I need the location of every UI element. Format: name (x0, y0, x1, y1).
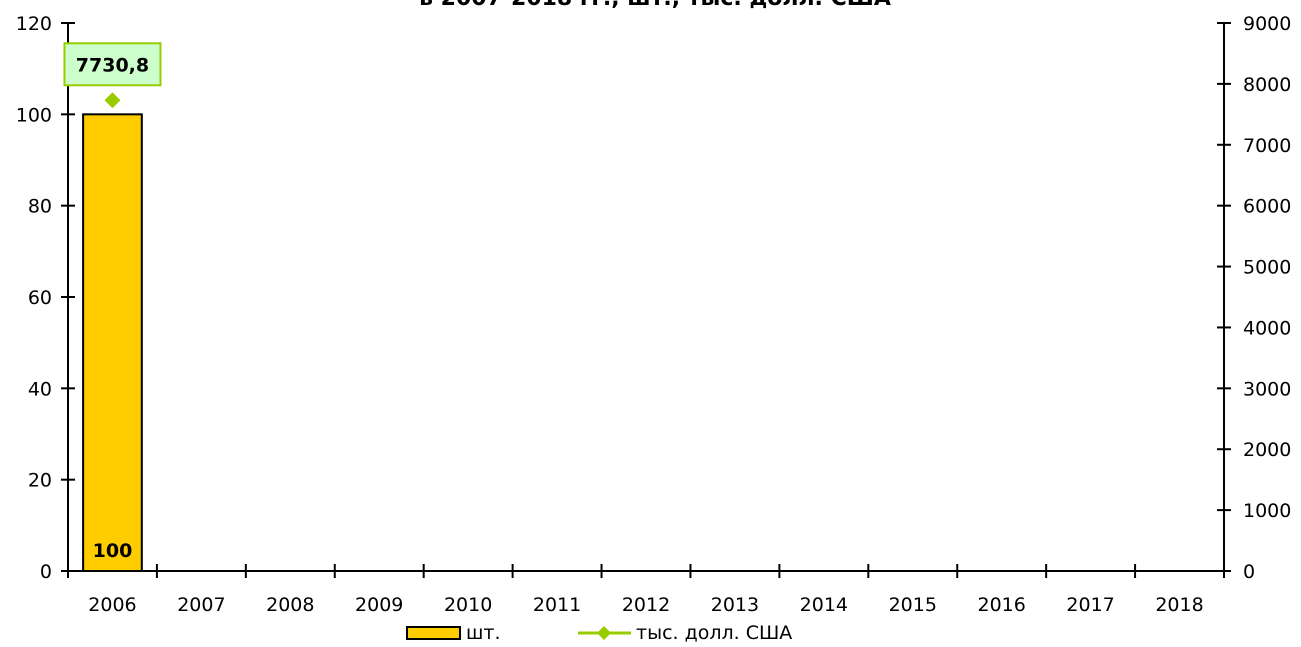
y-left-tick-label: 40 (28, 378, 52, 400)
y-left-tick-label: 20 (28, 470, 52, 492)
axes: 0 20 40 60 80 100 120 0 1000 2000 3000 4000 5000 6000… (16, 13, 1292, 616)
line-data-label-box (63, 42, 162, 87)
bar-series (82, 113, 143, 572)
y-right-tick-label: 8000 (1243, 74, 1291, 96)
bar-data-label: 100 (93, 540, 133, 562)
line-series (104, 92, 121, 109)
legend: шт. тыс. долл. США (406, 622, 792, 644)
x-tick-label: 2018 (1155, 594, 1203, 616)
x-tick-label: 2014 (800, 594, 848, 616)
x-tick-label: 2015 (889, 594, 937, 616)
x-tick-label: 2008 (266, 594, 314, 616)
y-right-tick-label: 5000 (1243, 257, 1291, 279)
y-right-tick-label: 6000 (1243, 196, 1291, 218)
x-tick-label: 2006 (88, 594, 136, 616)
line-data-label: 7730,8 (76, 54, 149, 76)
y-right-tick-label: 1000 (1243, 500, 1291, 522)
y-right-tick-label: 3000 (1243, 378, 1291, 400)
data-labels: 100 7730,8 (63, 42, 162, 562)
x-tick-label: 2011 (533, 594, 581, 616)
legend-swatch-diamond (597, 626, 611, 640)
y-left-tick-label: 0 (40, 561, 52, 583)
y-left-tick-label: 120 (16, 13, 52, 35)
legend-label-bar: шт. (466, 622, 501, 644)
y-right-tick-label: 4000 (1243, 317, 1291, 339)
x-tick-label: 2009 (355, 594, 403, 616)
x-tick-label: 2017 (1066, 594, 1114, 616)
line-point-diamond (104, 92, 121, 109)
x-tick-label: 2010 (444, 594, 492, 616)
legend-swatch-bar (406, 626, 461, 640)
y-right-tick-label: 7000 (1243, 135, 1291, 157)
x-tick-label: 2016 (978, 594, 1026, 616)
legend-label-line: тыс. долл. США (636, 622, 792, 644)
bar (82, 113, 143, 572)
x-tick-label: 2013 (711, 594, 759, 616)
x-tick-label: 2007 (177, 594, 225, 616)
x-tick-label: 2012 (622, 594, 670, 616)
y-right-tick-label: 0 (1243, 561, 1255, 583)
y-left-tick-label: 80 (28, 196, 52, 218)
y-left-tick-label: 60 (28, 287, 52, 309)
y-right-tick-label: 9000 (1243, 13, 1291, 35)
y-right-tick-label: 2000 (1243, 439, 1291, 461)
chart-title: в 2007-2018 гг., шт., тыс. долл. США (419, 0, 891, 11)
y-left-tick-label: 100 (16, 104, 52, 126)
